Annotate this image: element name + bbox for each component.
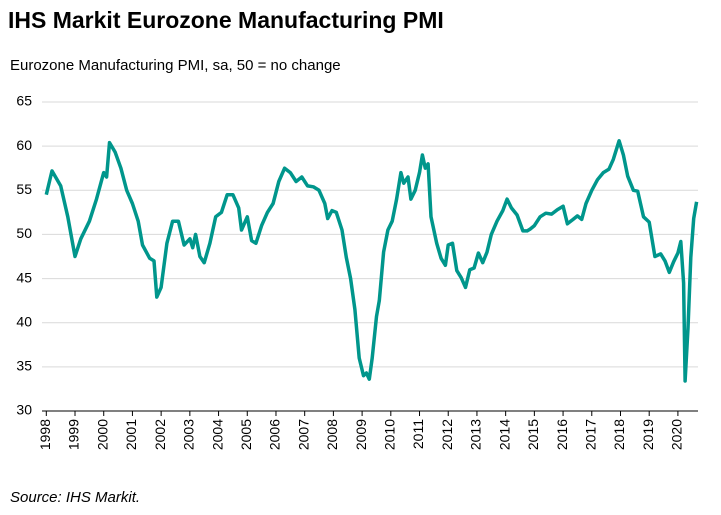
y-tick-label: 60 xyxy=(16,137,32,153)
x-tick-label: 2007 xyxy=(295,419,311,450)
y-tick-label: 35 xyxy=(16,358,32,374)
x-tick-label: 2008 xyxy=(324,419,340,450)
y-tick-label: 50 xyxy=(16,225,32,241)
chart-title: IHS Markit Eurozone Manufacturing PMI xyxy=(8,7,444,33)
x-tick-label: 2014 xyxy=(496,419,512,450)
x-tick-label: 1999 xyxy=(66,419,82,450)
x-tick-label: 2005 xyxy=(238,419,254,450)
x-tick-label: 2013 xyxy=(468,419,484,450)
y-tick-label: 55 xyxy=(16,181,32,197)
y-tick-label: 65 xyxy=(16,93,32,109)
x-tick-label: 2015 xyxy=(525,419,541,450)
x-tick-label: 2004 xyxy=(209,419,225,450)
x-tick-label: 2002 xyxy=(152,419,168,450)
x-tick-label: 2011 xyxy=(410,419,426,449)
x-tick-label: 2020 xyxy=(669,419,685,450)
x-tick-label: 2010 xyxy=(382,419,398,450)
chart-subtitle: Eurozone Manufacturing PMI, sa, 50 = no … xyxy=(10,57,341,74)
x-tick-label: 2003 xyxy=(181,419,197,450)
x-tick-label: 2012 xyxy=(439,419,455,450)
y-tick-label: 30 xyxy=(16,402,32,418)
x-tick-label: 2001 xyxy=(123,419,139,450)
y-tick-label: 40 xyxy=(16,313,32,329)
x-tick-label: 2009 xyxy=(353,419,369,450)
x-tick-label: 2019 xyxy=(640,419,656,450)
source-note: Source: IHS Markit. xyxy=(10,489,140,506)
y-tick-label: 45 xyxy=(16,269,32,285)
x-tick-label: 2018 xyxy=(611,419,627,450)
x-tick-label: 2006 xyxy=(267,419,283,450)
pmi-line xyxy=(44,139,699,383)
x-tick-label: 2000 xyxy=(94,419,110,450)
x-tick-label: 2017 xyxy=(582,419,598,450)
x-tick-label: 2016 xyxy=(554,419,570,450)
x-tick-label: 1998 xyxy=(37,419,53,450)
